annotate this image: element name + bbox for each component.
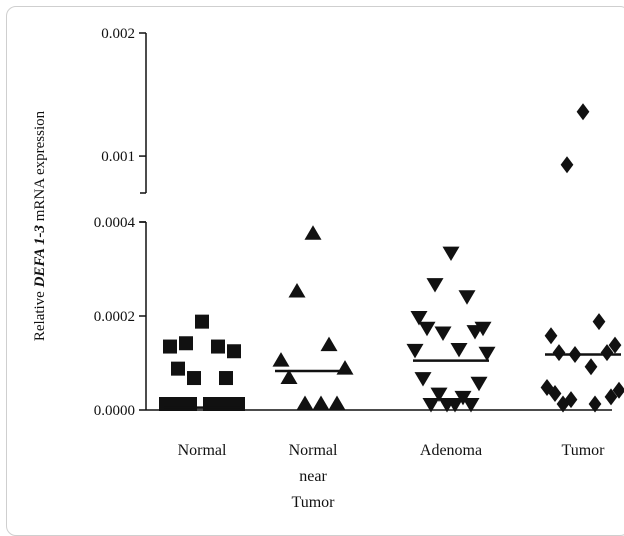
data-point-triangle-down bbox=[466, 325, 484, 340]
data-point-diamond bbox=[560, 156, 574, 174]
dot-plot: Relative DEFA 1-3 mRNA expression 0.0000… bbox=[32, 26, 624, 511]
data-point-triangle-up bbox=[328, 395, 346, 410]
data-points bbox=[159, 103, 624, 413]
y-tick-label: 0.001 bbox=[101, 149, 135, 165]
x-category-label: Normal bbox=[289, 442, 338, 459]
axes bbox=[139, 32, 612, 411]
x-category-label: near bbox=[299, 468, 327, 485]
data-point-square bbox=[179, 336, 193, 351]
data-point-square bbox=[195, 314, 209, 329]
y-tick-label: 0.0004 bbox=[94, 215, 136, 231]
x-category-label: Tumor bbox=[292, 494, 336, 511]
data-point-diamond bbox=[600, 344, 614, 362]
data-point-diamond bbox=[584, 358, 598, 376]
data-point-diamond bbox=[592, 313, 606, 331]
data-point-diamond bbox=[548, 385, 562, 403]
data-point-triangle-up bbox=[304, 225, 322, 240]
data-point-diamond bbox=[604, 388, 618, 406]
data-point-triangle-down bbox=[442, 246, 460, 262]
x-category-labels: Normal Normal near Tumor Adenoma Tumor bbox=[178, 442, 606, 511]
data-point-triangle-up bbox=[296, 395, 314, 410]
data-point-triangle-down bbox=[422, 398, 440, 413]
median-lines bbox=[164, 353, 621, 409]
data-point-square bbox=[227, 344, 241, 359]
y-tick-label: 0.0002 bbox=[94, 309, 135, 325]
data-point-triangle-up bbox=[320, 336, 338, 352]
data-point-square bbox=[163, 339, 177, 354]
data-point-triangle-up bbox=[288, 283, 306, 298]
y-tick-labels: 0.0000 0.0002 0.0004 0.001 0.002 bbox=[94, 26, 136, 419]
data-point-diamond bbox=[612, 381, 624, 399]
data-point-diamond bbox=[608, 336, 622, 354]
data-point-diamond bbox=[556, 395, 570, 413]
data-point-diamond bbox=[544, 327, 558, 345]
x-category-label: Tumor bbox=[562, 442, 606, 459]
y-tick-label: 0.0000 bbox=[94, 403, 135, 419]
data-point-triangle-down bbox=[446, 398, 464, 413]
data-point-triangle-down bbox=[462, 398, 480, 413]
data-point-diamond bbox=[552, 344, 566, 362]
data-point-triangle-down bbox=[430, 387, 448, 403]
x-category-label: Adenoma bbox=[420, 442, 482, 459]
data-point-triangle-down bbox=[434, 326, 452, 341]
data-point-diamond bbox=[576, 103, 590, 121]
data-point-triangle-down bbox=[470, 376, 488, 392]
data-point-square bbox=[171, 361, 185, 376]
data-point-triangle-up bbox=[312, 395, 330, 410]
data-point-triangle-down bbox=[426, 278, 444, 293]
data-point-triangle-up bbox=[336, 360, 354, 375]
data-point-triangle-down bbox=[450, 342, 468, 358]
y-axis-label: Relative DEFA 1-3 mRNA expression bbox=[32, 110, 48, 341]
x-category-label: Normal bbox=[178, 442, 227, 459]
data-point-triangle-up bbox=[280, 369, 298, 384]
figure-frame bbox=[6, 6, 624, 536]
data-point-diamond bbox=[588, 395, 602, 413]
data-point-triangle-down bbox=[418, 321, 436, 337]
y-tick-label: 0.002 bbox=[101, 26, 135, 42]
data-point-triangle-down bbox=[478, 346, 496, 362]
data-point-square bbox=[219, 371, 233, 386]
data-point-triangle-up bbox=[272, 352, 290, 367]
data-point-square bbox=[187, 371, 201, 386]
data-point-triangle-down bbox=[406, 343, 424, 359]
data-point-triangle-down bbox=[458, 290, 476, 305]
data-point-triangle-down bbox=[410, 310, 428, 326]
data-point-square bbox=[211, 339, 225, 354]
data-point-triangle-down bbox=[414, 372, 432, 387]
